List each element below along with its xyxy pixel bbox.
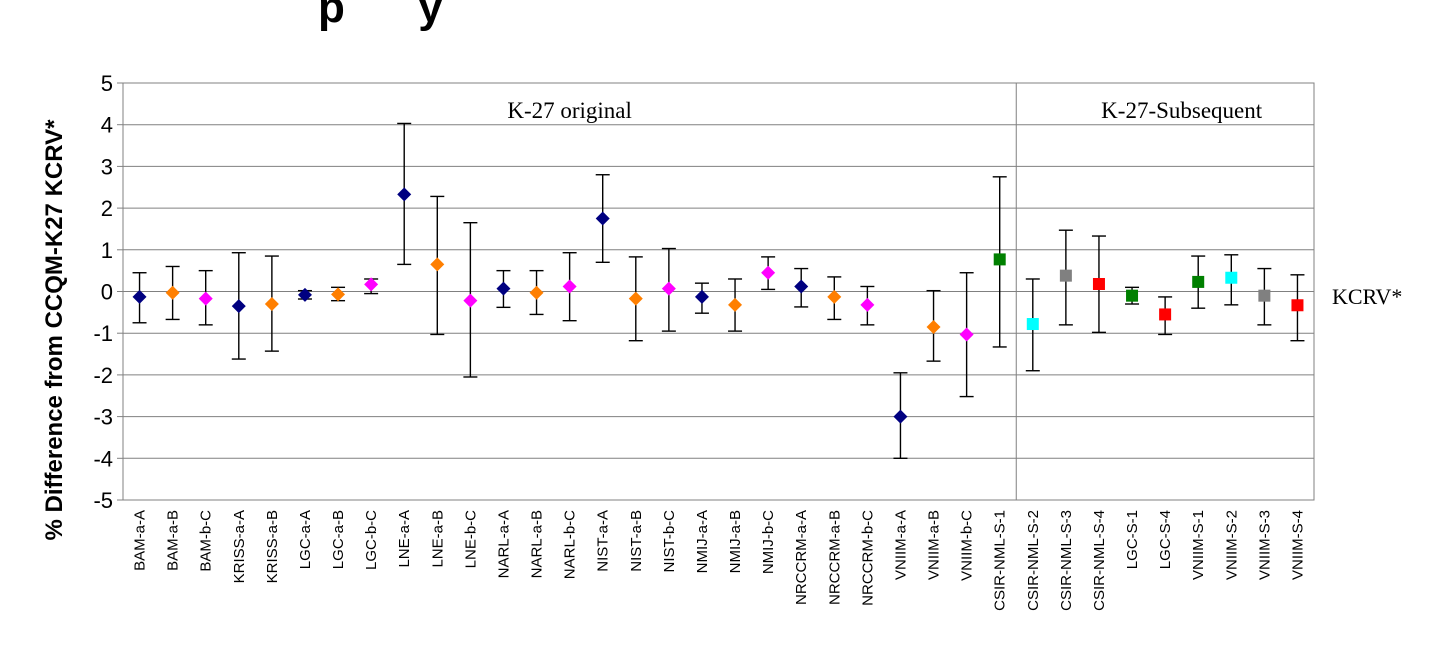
x-tick-label: NARL-a-A — [495, 510, 512, 578]
x-tick-label: BAM-b-C — [198, 510, 215, 572]
data-point-diamond — [397, 187, 412, 202]
x-tick-label: LNE-a-B — [429, 510, 446, 568]
x-tick-label: NRCCRM-b-C — [859, 510, 876, 606]
x-tick-label: LNE-a-A — [396, 510, 413, 568]
data-point-diamond — [562, 279, 577, 294]
data-point-diamond — [595, 211, 610, 226]
y-tick-label: 5 — [101, 71, 113, 96]
y-axis-label: % Difference from CCQM-K27 KCRV* — [41, 119, 68, 541]
y-tick-label: 3 — [101, 154, 113, 179]
y-tick-label: 4 — [101, 113, 113, 138]
y-tick-label: 1 — [101, 238, 113, 263]
x-tick-label: NMIJ-a-A — [694, 510, 711, 573]
x-tick-label: NIST-a-B — [628, 510, 645, 572]
data-point-diamond — [893, 409, 908, 424]
x-tick-label: NARL-a-B — [529, 510, 546, 578]
data-point-square — [1059, 269, 1072, 282]
x-tick-label: CSIR-NML-S-1 — [992, 510, 1009, 611]
data-point-square — [1291, 299, 1304, 312]
data-point-diamond — [430, 257, 445, 272]
y-tick-label: 2 — [101, 196, 113, 221]
x-tick-label: VNIIM-a-A — [892, 510, 909, 580]
x-tick-label: VNIIM-a-B — [926, 510, 943, 580]
data-markers — [132, 187, 1304, 424]
data-point-square — [1092, 277, 1105, 290]
data-point-diamond — [331, 287, 346, 302]
section-label: K-27 original — [507, 98, 632, 123]
data-point-diamond — [198, 291, 213, 306]
x-tick-label: KRISS-a-A — [231, 510, 248, 583]
data-point-diamond — [132, 289, 147, 304]
data-point-diamond — [761, 265, 776, 280]
y-tick-label: -4 — [93, 446, 113, 471]
x-tick-label: LGC-S-4 — [1157, 510, 1174, 569]
x-tick-label: NRCCRM-a-B — [826, 510, 843, 605]
y-axis-ticks: -5 -4 -3 -2 -1 0 1 2 3 4 5 — [93, 71, 123, 513]
data-point-diamond — [794, 279, 809, 294]
x-tick-label: LNE-b-C — [462, 510, 479, 569]
grid-lines — [123, 124, 1314, 459]
data-point-diamond — [661, 281, 676, 296]
data-point-diamond — [959, 327, 974, 342]
x-tick-label: CSIR-NML-S-2 — [1025, 510, 1042, 611]
data-point-diamond — [529, 285, 544, 300]
x-tick-label: VNIIM-S-4 — [1289, 510, 1306, 580]
x-tick-label: NRCCRM-a-A — [793, 510, 810, 605]
x-tick-label: NARL-b-C — [562, 510, 579, 579]
x-tick-label: CSIR-NML-S-3 — [1058, 510, 1075, 611]
x-tick-label: KRISS-a-B — [264, 510, 281, 583]
x-tick-label: LGC-S-1 — [1124, 510, 1141, 569]
data-point-diamond — [496, 281, 511, 296]
data-point-diamond — [827, 289, 842, 304]
data-point-square — [1225, 271, 1238, 284]
x-tick-label: VNIIM-b-C — [959, 510, 976, 581]
x-tick-label: NMIJ-b-C — [760, 510, 777, 574]
data-point-diamond — [297, 287, 312, 302]
data-point-diamond — [728, 297, 743, 312]
x-tick-label: LGC-a-B — [330, 510, 347, 569]
x-tick-label: VNIIM-S-3 — [1256, 510, 1273, 580]
data-point-diamond — [264, 297, 279, 312]
y-tick-label: -5 — [93, 488, 113, 513]
data-point-square — [1258, 289, 1271, 302]
data-point-square — [1026, 318, 1039, 331]
data-point-diamond — [463, 293, 478, 308]
x-tick-label: BAM-a-A — [132, 510, 149, 571]
x-tick-label: LGC-a-A — [297, 510, 314, 569]
data-point-diamond — [165, 285, 180, 300]
x-tick-label: NIST-a-A — [595, 510, 612, 572]
x-tick-label: VNIIM-S-2 — [1223, 510, 1240, 580]
data-point-diamond — [628, 291, 643, 306]
section-labels: K-27 original K-27-Subsequent — [507, 98, 1262, 123]
chart-title-fragment: p y — [318, 0, 443, 32]
data-point-diamond — [231, 299, 246, 314]
y-tick-label: -1 — [93, 321, 113, 346]
y-tick-label: -3 — [93, 405, 113, 430]
x-tick-label: LGC-b-C — [363, 510, 380, 570]
y-tick-label: 0 — [101, 280, 113, 305]
data-point-diamond — [364, 277, 379, 292]
x-tick-label: BAM-a-B — [165, 510, 182, 571]
data-point-diamond — [860, 297, 875, 312]
x-tick-label: NIST-b-C — [661, 510, 678, 573]
y-tick-label: -2 — [93, 363, 113, 388]
kcrv-reference-label: KCRV* — [1332, 284, 1402, 309]
x-tick-label: VNIIM-S-1 — [1190, 510, 1207, 580]
x-tick-label: CSIR-NML-S-4 — [1091, 510, 1108, 611]
data-point-square — [993, 253, 1006, 266]
x-axis-ticks: BAM-a-A BAM-a-B BAM-b-C KRISS-a-A KRISS-a-B L… — [132, 510, 1307, 611]
data-point-diamond — [694, 289, 709, 304]
data-point-square — [1126, 289, 1139, 302]
data-point-diamond — [926, 319, 941, 334]
section-label: K-27-Subsequent — [1101, 98, 1263, 123]
x-tick-label: NMIJ-a-B — [727, 510, 744, 573]
data-point-square — [1159, 308, 1172, 321]
data-point-square — [1192, 275, 1205, 288]
